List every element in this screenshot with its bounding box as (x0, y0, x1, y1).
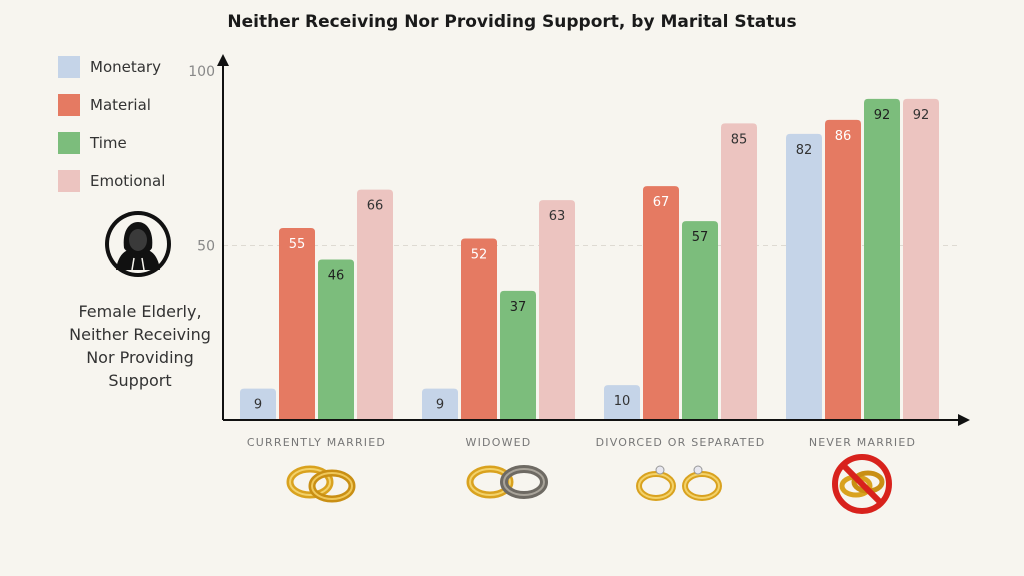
bar-monetary-0 (240, 388, 276, 420)
bar-material-0 (279, 228, 315, 420)
data-label-time-3: 92 (874, 108, 891, 123)
gold-silver-rings-icon (466, 465, 548, 499)
data-label-time-1: 37 (510, 300, 527, 315)
y-tick-label: 100 (188, 64, 215, 80)
data-label-material-2: 67 (653, 195, 670, 210)
data-label-emotional-3: 92 (913, 108, 930, 123)
legend-swatch-emotional (58, 170, 80, 192)
separated-rings-icon (636, 465, 722, 501)
bar-material-1 (461, 238, 497, 420)
chart-title: Neither Receiving Nor Providing Support,… (227, 12, 797, 32)
category-label-3: NEVER MARRIED (809, 436, 916, 449)
legend-item-material: Material (58, 86, 165, 124)
bar-time-0 (318, 259, 354, 420)
data-label-time-0: 46 (328, 268, 345, 283)
legend-swatch-time (58, 132, 80, 154)
data-label-monetary-2: 10 (614, 394, 631, 409)
bar-time-2 (682, 221, 718, 420)
data-label-emotional-2: 85 (731, 132, 748, 147)
data-label-emotional-0: 66 (367, 199, 384, 214)
legend-label-material: Material (90, 96, 151, 114)
legend-item-time: Time (58, 124, 165, 162)
bar-monetary-2 (604, 385, 640, 420)
legend-item-emotional: Emotional (58, 162, 165, 200)
y-axis-arrow (217, 54, 229, 66)
no-rings-icon (832, 454, 892, 514)
bar-emotional-1 (539, 200, 575, 420)
gold-rings-icon (286, 465, 356, 503)
data-label-monetary-3: 82 (796, 143, 813, 158)
legend-swatch-monetary (58, 56, 80, 78)
legend-item-monetary: Monetary (58, 48, 165, 86)
legend-label-time: Time (90, 134, 127, 152)
data-label-material-1: 52 (471, 248, 488, 263)
data-label-emotional-1: 63 (549, 209, 566, 224)
bar-time-3 (864, 98, 900, 421)
legend: Monetary Material Time Emotional (58, 48, 165, 200)
bar-material-2 (643, 186, 679, 420)
data-label-material-3: 86 (835, 129, 852, 144)
bar-emotional-2 (721, 123, 757, 420)
data-label-monetary-0: 9 (254, 398, 262, 413)
data-label-time-2: 57 (692, 230, 709, 245)
bar-material-3 (825, 119, 861, 421)
category-label-1: WIDOWED (466, 436, 532, 449)
data-label-monetary-1: 9 (436, 398, 444, 413)
data-label-material-0: 55 (289, 237, 306, 252)
legend-label-monetary: Monetary (90, 58, 161, 76)
persona-label: Female Elderly, Neither Receiving Nor Pr… (69, 302, 211, 390)
bar-time-1 (500, 290, 536, 420)
legend-label-emotional: Emotional (90, 172, 166, 190)
category-label-0: CURRENTLY MARRIED (247, 436, 386, 449)
y-tick-label: 50 (197, 239, 215, 255)
legend-swatch-material (58, 94, 80, 116)
bar-monetary-1 (422, 388, 458, 420)
hooded-person-icon (104, 210, 172, 282)
x-axis-arrow (958, 414, 970, 426)
bar-monetary-3 (786, 133, 822, 420)
bar-emotional-3 (903, 98, 939, 421)
category-label-2: DIVORCED OR SEPARATED (596, 436, 766, 449)
bar-emotional-0 (357, 189, 393, 420)
